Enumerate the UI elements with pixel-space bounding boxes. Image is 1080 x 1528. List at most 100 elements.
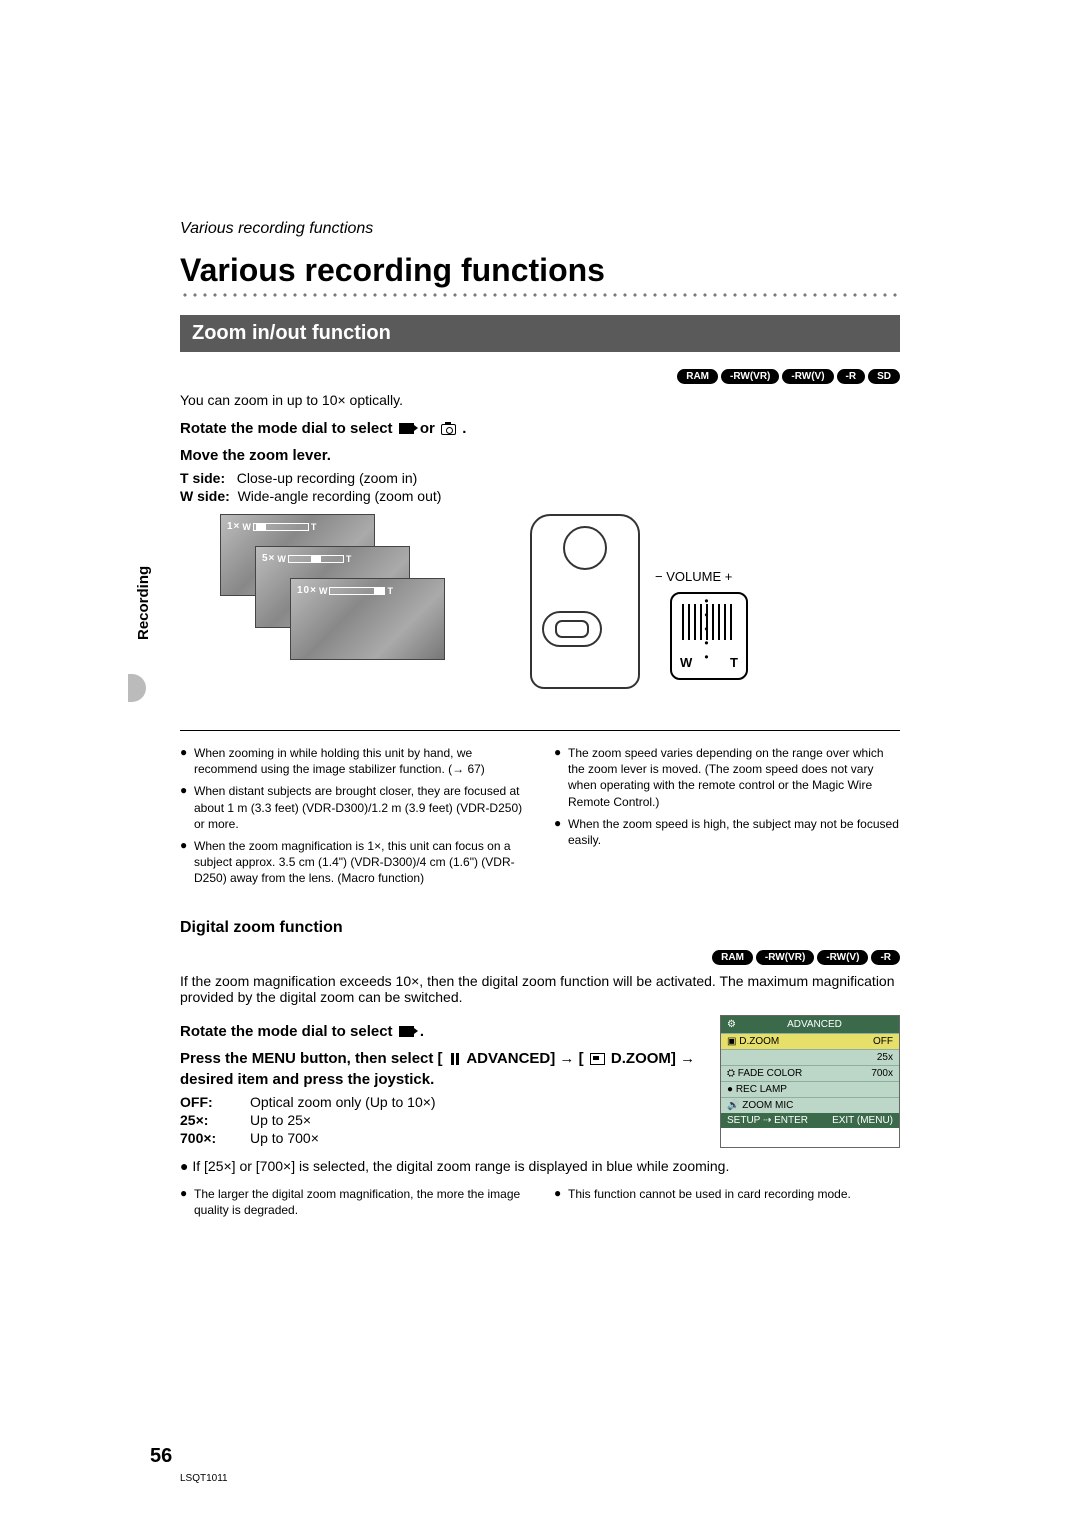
bullet-dot: ●	[180, 838, 194, 887]
option-row: 25×:Up to 25×	[180, 1112, 702, 1128]
note-bullet: ●When distant subjects are brought close…	[180, 783, 526, 832]
menu-header-title: ADVANCED	[787, 1019, 842, 1030]
intro-text: You can zoom in up to 10× optically.	[180, 392, 900, 408]
media-badge: -RW(VR)	[721, 369, 779, 384]
digital-zoom-heading: Digital zoom function	[180, 919, 900, 937]
rotate-text: Rotate the mode dial to select	[180, 1023, 397, 1040]
menu-item-label: ● REC LAMP	[727, 1084, 787, 1095]
option-row: OFF:Optical zoom only (Up to 10×)	[180, 1094, 702, 1110]
document-code: LSQT1011	[180, 1473, 228, 1484]
zoom-t: T	[387, 586, 393, 596]
media-badge: RAM	[712, 950, 753, 965]
camera-lens	[563, 526, 607, 570]
w-side-label: W side:	[180, 488, 230, 504]
zoom-label-1x: 1×	[227, 521, 240, 532]
zoom-label-10x: 10×	[297, 585, 317, 596]
camera-illustration: − VOLUME + • • • • • W T	[510, 514, 900, 704]
menu-item-value: 700x	[871, 1068, 893, 1079]
notes-left-column: ●When zooming in while holding this unit…	[180, 745, 526, 893]
dzoom-menu-icon	[590, 1053, 605, 1065]
bottom-notes-left: ●The larger the digital zoom magnificati…	[180, 1186, 526, 1224]
option-key: 700×:	[180, 1130, 250, 1146]
camera-body	[530, 514, 640, 689]
menu-item-label: 🔊 ZOOM MIC	[727, 1100, 793, 1111]
illustration-row: 1× W T 5× W T 10× W T	[180, 514, 900, 704]
zoom-w: W	[277, 554, 286, 564]
title-divider	[180, 293, 900, 297]
menu-footer-right: EXIT (MENU)	[832, 1115, 893, 1126]
running-header: Various recording functions	[180, 220, 900, 238]
page-number: 56	[150, 1445, 172, 1468]
page: Various recording functions Various reco…	[0, 0, 1080, 1284]
media-badge: -RW(VR)	[756, 950, 814, 965]
bullet-text: When distant subjects are brought closer…	[194, 783, 526, 832]
section-heading-zoom: Zoom in/out function	[180, 315, 900, 352]
zoom-lever-dots: • • • • •	[696, 594, 722, 664]
zoom-lever: • • • • • W T	[670, 592, 748, 680]
note-bullet: ●When the zoom magnification is 1×, this…	[180, 838, 526, 887]
media-badge: -RW(V)	[782, 369, 833, 384]
step-text: Rotate the mode dial to select	[180, 420, 397, 437]
press-menu-adv: ADVANCED]	[466, 1050, 555, 1067]
step-move-zoom-lever: Move the zoom lever.	[180, 445, 900, 466]
bullet-dot: ●	[180, 745, 194, 777]
zoom-lever-t: T	[730, 655, 738, 670]
menu-header-icon: ⚙	[727, 1019, 736, 1030]
bullet-text: The zoom speed varies depending on the r…	[568, 745, 900, 810]
volume-plus: +	[725, 569, 733, 584]
bullet-dot: ●	[554, 745, 568, 810]
bullet-text: When zooming in while holding this unit …	[194, 745, 526, 777]
volume-label: − VOLUME +	[655, 569, 732, 584]
press-menu-1: Press the MENU button, then select [	[180, 1050, 443, 1067]
note-bullet: ●The larger the digital zoom magnificati…	[180, 1186, 526, 1218]
media-badge: -R	[871, 950, 900, 965]
menu-header: ⚙ ADVANCED	[721, 1016, 899, 1033]
option-value: Up to 700×	[250, 1130, 319, 1146]
zoom-t: T	[311, 522, 317, 532]
camera-grip	[542, 611, 602, 647]
digital-zoom-note-text: If [25×] or [700×] is selected, the digi…	[192, 1158, 729, 1174]
rotate-period: .	[420, 1023, 424, 1040]
menu-footer: SETUP ⇢ ENTER EXIT (MENU)	[721, 1113, 899, 1128]
media-badges-digital: RAM-RW(VR)-RW(V)-R	[180, 947, 900, 965]
bullet-dot: ●	[180, 783, 194, 832]
zoom-t: T	[346, 554, 352, 564]
option-key: OFF:	[180, 1094, 250, 1110]
menu-item-value: 25x	[877, 1052, 893, 1063]
digital-zoom-intro: If the zoom magnification exceeds 10×, t…	[180, 973, 900, 1005]
zoom-sample-frames: 1× W T 5× W T 10× W T	[220, 514, 460, 674]
digital-zoom-steps: Rotate the mode dial to select . Press t…	[180, 1015, 702, 1148]
zoom-w: W	[319, 586, 328, 596]
note-bullet: ●This function cannot be used in card re…	[554, 1186, 900, 1202]
menu-screenshot: ⚙ ADVANCED ▣ D.ZOOMOFF25x⛭ FADE COLOR700…	[720, 1015, 900, 1148]
zoom-label-5x: 5×	[262, 553, 275, 564]
bullet-dot: ●	[180, 1186, 194, 1218]
step-press-menu: Press the MENU button, then select [ ADV…	[180, 1048, 702, 1090]
notes-two-column: ●When zooming in while holding this unit…	[180, 745, 900, 893]
step-text-period: .	[462, 420, 466, 437]
step-rotate-video: Rotate the mode dial to select .	[180, 1021, 702, 1042]
menu-item: 🔊 ZOOM MIC	[721, 1097, 899, 1113]
video-mode-icon	[399, 1026, 414, 1037]
media-badges-top: RAM-RW(VR)-RW(V)-RSD	[180, 366, 900, 384]
w-side-row: W side: Wide-angle recording (zoom out)	[180, 488, 900, 504]
step-text-or: or	[420, 420, 439, 437]
bullet-text: The larger the digital zoom magnificatio…	[194, 1186, 526, 1218]
menu-item-value: OFF	[873, 1036, 893, 1047]
volume-text: VOLUME	[666, 569, 721, 584]
menu-items: ▣ D.ZOOMOFF25x⛭ FADE COLOR700x● REC LAMP…	[721, 1033, 899, 1113]
menu-item: 25x	[721, 1049, 899, 1065]
bottom-notes-two-column: ●The larger the digital zoom magnificati…	[180, 1186, 900, 1224]
note-bullet: ●The zoom speed varies depending on the …	[554, 745, 900, 810]
option-row: 700×:Up to 700×	[180, 1130, 702, 1146]
zoom-w: W	[242, 522, 251, 532]
note-bullet: ●When zooming in while holding this unit…	[180, 745, 526, 777]
press-menu-arrow: → [	[559, 1050, 583, 1067]
video-mode-icon	[399, 423, 414, 434]
t-side-row: T side: Close-up recording (zoom in)	[180, 470, 900, 486]
step-rotate-mode-dial: Rotate the mode dial to select or .	[180, 418, 900, 439]
media-badge: -R	[837, 369, 866, 384]
bullet-text: This function cannot be used in card rec…	[568, 1186, 900, 1202]
menu-item: ● REC LAMP	[721, 1081, 899, 1097]
notes-right-column: ●The zoom speed varies depending on the …	[554, 745, 900, 893]
